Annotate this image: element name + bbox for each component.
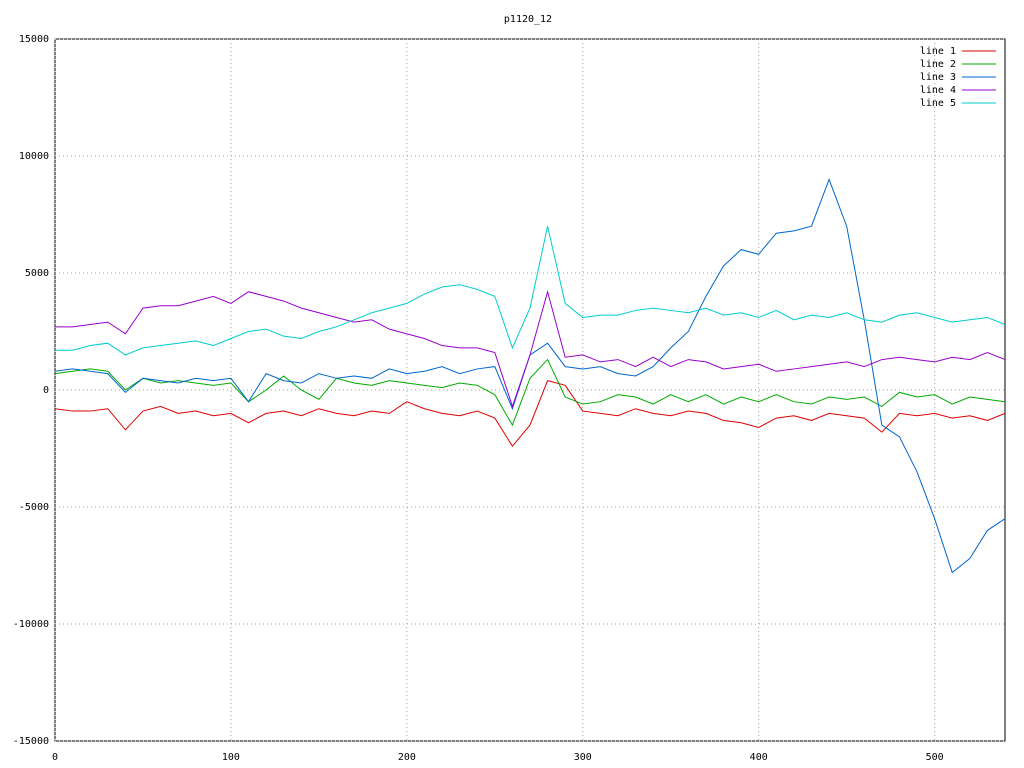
series-line (54, 380, 1006, 448)
legend-label: line 4 (920, 85, 956, 96)
x-tick-label: 500 (926, 752, 944, 763)
legend-label: line 2 (920, 59, 956, 70)
y-tick-label: 15000 (19, 34, 49, 45)
legend-label: line 5 (920, 98, 956, 109)
plot-border (54, 38, 1006, 742)
series-line (54, 358, 1006, 427)
y-tick-label: -5000 (19, 502, 49, 513)
series-line (54, 177, 1006, 574)
x-tick-label: 0 (52, 752, 58, 763)
y-tick-label: 0 (43, 385, 49, 396)
x-tick-label: 400 (750, 752, 768, 763)
series-line (55, 289, 1006, 408)
chart-title: p1120_12 (504, 14, 552, 25)
y-tick-label: 5000 (25, 268, 49, 279)
y-tick-label: -10000 (13, 619, 49, 630)
x-tick-label: 300 (574, 752, 592, 763)
x-tick-label: 100 (222, 752, 240, 763)
legend-label: line 1 (920, 46, 956, 57)
y-tick-label: -15000 (13, 736, 49, 747)
x-tick-label: 200 (398, 752, 416, 763)
legend-label: line 3 (920, 72, 956, 83)
y-tick-label: 10000 (19, 151, 49, 162)
series-line (55, 226, 1006, 356)
